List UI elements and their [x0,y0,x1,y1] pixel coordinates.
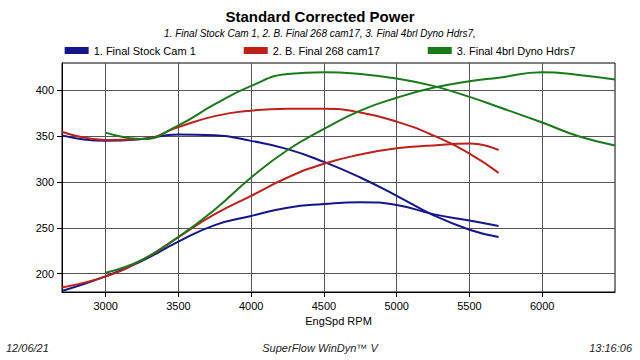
svg-text:250: 250 [36,222,54,234]
svg-text:200: 200 [36,268,54,280]
svg-text:5500: 5500 [457,300,481,312]
svg-text:1. Final Stock Cam 1, 2. B. Fi: 1. Final Stock Cam 1, 2. B. Final 268 ca… [164,28,476,39]
svg-text:300: 300 [36,176,54,188]
svg-text:13:16:06: 13:16:06 [589,342,633,354]
svg-text:SuperFlow WinDyn™ V: SuperFlow WinDyn™ V [262,342,379,354]
svg-text:2. B. Final 268 cam17: 2. B. Final 268 cam17 [273,45,380,57]
svg-text:Standard Corrected Power: Standard Corrected Power [225,8,414,25]
svg-text:3500: 3500 [166,300,190,312]
svg-text:EngSpd RPM: EngSpd RPM [305,315,372,327]
svg-text:4500: 4500 [312,300,336,312]
svg-text:4000: 4000 [239,300,263,312]
svg-text:3000: 3000 [93,300,117,312]
svg-text:6000: 6000 [530,300,554,312]
svg-text:5000: 5000 [384,300,408,312]
svg-text:350: 350 [36,130,54,142]
svg-text:1. Final Stock Cam 1: 1. Final Stock Cam 1 [94,45,196,57]
svg-text:400: 400 [36,84,54,96]
svg-text:12/06/21: 12/06/21 [6,342,49,354]
svg-text:3. Final 4brl Dyno Hdrs7: 3. Final 4brl Dyno Hdrs7 [457,45,576,57]
